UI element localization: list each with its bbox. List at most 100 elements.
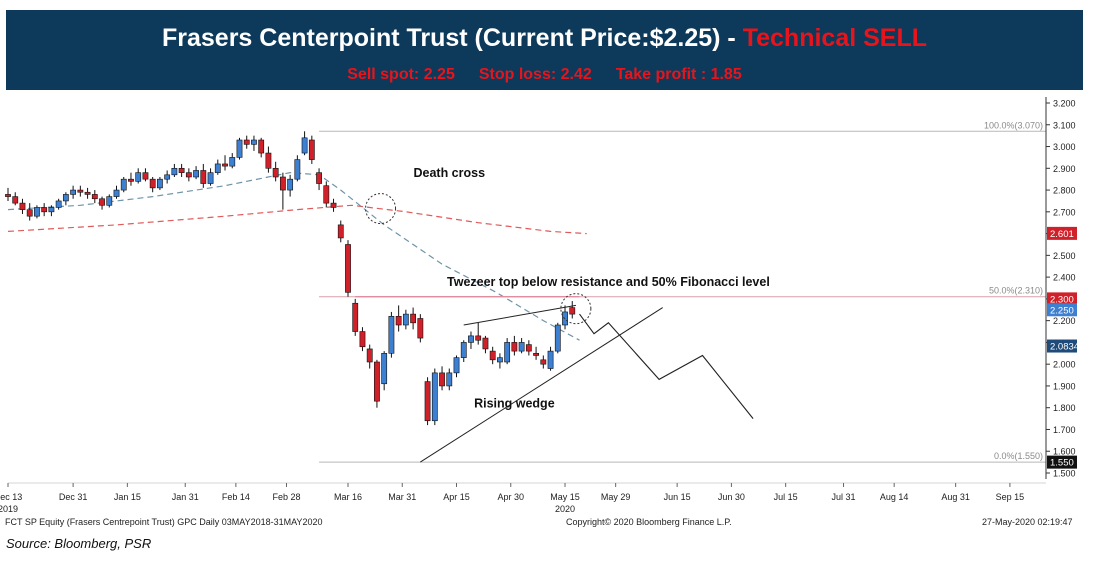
candle-down <box>417 318 424 339</box>
x-tick-label: May 29 <box>601 492 631 502</box>
price-tag-label: 1.550 <box>1050 458 1074 469</box>
candle-up <box>34 207 40 217</box>
x-tick-label: Apr 30 <box>497 492 524 502</box>
candle-up <box>431 372 438 422</box>
candle-down <box>84 191 91 195</box>
wedge-lower-line <box>420 307 663 463</box>
x-tick-label: Jul 15 <box>774 492 798 502</box>
title-banner: Frasers Centerpoint Trust (Current Price… <box>6 10 1083 90</box>
candle-down <box>352 302 359 332</box>
candle-down <box>77 189 84 193</box>
ticker-info: FCT SP Equity (Frasers Centrepoint Trust… <box>5 517 323 527</box>
price-tag <box>1047 303 1077 317</box>
candle-down <box>222 163 228 167</box>
candle-up <box>453 357 460 374</box>
x-tick-label: Jul 31 <box>832 492 856 502</box>
candle-down <box>540 359 547 365</box>
candle-down <box>330 202 337 208</box>
candle-down <box>279 176 286 191</box>
candle-up <box>48 207 55 213</box>
candle-down <box>12 196 19 204</box>
candle-down <box>142 172 149 180</box>
moving-averages <box>7 171 587 341</box>
candle-down <box>511 342 518 352</box>
price-tag <box>1047 292 1077 306</box>
wedge-upper-line <box>463 304 576 326</box>
candle-up <box>251 139 257 145</box>
candle-down <box>243 139 250 145</box>
candle-up <box>236 139 243 158</box>
candle-up <box>388 315 395 354</box>
candle-down <box>359 331 366 348</box>
candlestick-chart: 100.0%(3.070) 50.0%(2.310) 0.0%(1.550) Dea… <box>0 97 1079 514</box>
y-tick-label: 3.100 <box>1053 120 1076 130</box>
y-tick-label: 2.200 <box>1053 316 1076 326</box>
annotation-label: Rising wedge <box>474 397 555 411</box>
page-title: Frasers Centerpoint Trust (Current Price… <box>6 24 1083 53</box>
ma200-line <box>7 204 587 235</box>
x-tick-label: Sep 15 <box>996 492 1025 502</box>
price-tag-label: 2.601 <box>1050 229 1074 240</box>
x-axis: Dec 13 2019 Dec 31 Jan 15 Jan 31 Feb 14 Feb 28… <box>0 482 1046 514</box>
stop-loss: Stop loss: 2.42 <box>478 66 592 83</box>
x-tick-label: Apr 15 <box>443 492 470 502</box>
copyright: Copyright© 2020 Bloomberg Finance L.P. <box>566 517 732 527</box>
candle-down <box>424 381 431 422</box>
price-tag-label: 2.250 <box>1050 305 1074 316</box>
price-tag-label: 2.0834 <box>1050 342 1079 353</box>
candle-up <box>301 137 308 154</box>
candle-down <box>345 244 351 293</box>
y-tick-label: 1.900 <box>1053 381 1076 391</box>
x-tick-label: Feb 28 <box>272 492 300 502</box>
x-tick-label: Mar 16 <box>334 492 362 502</box>
y-tick-label: 1.600 <box>1053 447 1076 457</box>
candle-up <box>55 200 62 208</box>
candle-down <box>265 152 272 169</box>
candle-up <box>120 178 127 191</box>
price-tag <box>1047 226 1077 240</box>
candle-down <box>308 139 315 160</box>
candle-up <box>157 178 163 189</box>
candle-up <box>460 342 467 358</box>
candle-down <box>489 350 496 361</box>
candle-up <box>287 178 294 191</box>
candle-up <box>164 174 171 180</box>
candle-up <box>381 352 388 385</box>
highlight-circle <box>365 193 397 225</box>
source-note: Source: Bloomberg, PSR <box>6 536 152 551</box>
take-profit: Take profit : 1.85 <box>615 66 742 83</box>
x-tick-label: Aug 31 <box>941 492 970 502</box>
candle-up <box>214 163 221 173</box>
candle-up <box>468 335 474 343</box>
candle-up <box>171 167 178 176</box>
x-tick-label: Jan 31 <box>172 492 199 502</box>
candle-up <box>402 313 409 326</box>
candle-down <box>323 185 330 204</box>
candle-down <box>200 170 207 184</box>
timestamp: 27-May-2020 02:19:47 <box>982 517 1073 527</box>
candle-down <box>482 337 489 350</box>
candle-down <box>533 352 539 356</box>
candles <box>5 131 576 426</box>
candle-down <box>374 361 380 402</box>
candle-up <box>62 194 69 202</box>
candle-up <box>229 157 236 167</box>
y-tick-label: 1.700 <box>1053 425 1076 435</box>
candle-up <box>294 159 301 180</box>
signal-label: Technical SELL <box>742 24 928 52</box>
y-tick-label: 2.500 <box>1053 251 1076 261</box>
trade-levels: Sell spot: 2.25 Stop loss: 2.42 Take profi… <box>6 66 1083 84</box>
candle-down <box>337 224 344 239</box>
candle-up <box>562 311 568 326</box>
price-tag-label: 2.300 <box>1050 294 1074 305</box>
candle-down <box>178 167 185 173</box>
y-tick-label: 2.000 <box>1053 360 1076 370</box>
candle-down <box>149 178 156 189</box>
candle-down <box>41 207 48 213</box>
x-tick-label: Feb 14 <box>222 492 250 502</box>
candle-up <box>554 324 561 352</box>
fib_100-label: 100.0%(3.070) <box>984 120 1043 130</box>
candle-down <box>5 194 11 197</box>
candle-up <box>193 170 199 178</box>
sell-spot: Sell spot: 2.25 <box>347 66 455 83</box>
